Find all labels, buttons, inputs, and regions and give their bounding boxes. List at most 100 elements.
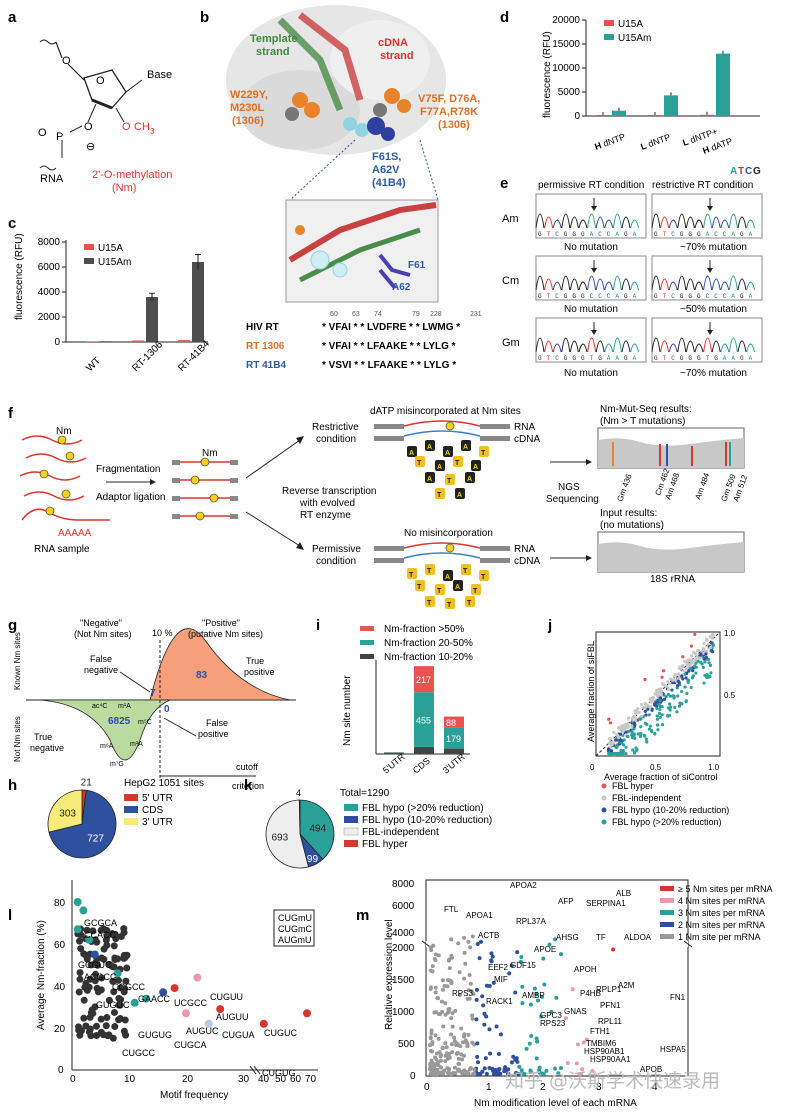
- l-point: [109, 977, 117, 985]
- j-point: [682, 669, 686, 673]
- panel-label-j: j: [547, 617, 552, 634]
- j-point: [673, 705, 677, 710]
- m-point: [468, 981, 473, 986]
- l-point: [103, 941, 111, 949]
- f-nuc: [425, 440, 435, 451]
- l-point: [91, 936, 99, 944]
- l-motif-label: CCGCC: [112, 982, 145, 992]
- m-point: [563, 1016, 568, 1021]
- legend-d-swatch-u15am: [604, 34, 614, 40]
- e-base: G: [654, 231, 658, 238]
- svg-text:0: 0: [424, 1082, 430, 1093]
- l-point: [120, 988, 128, 996]
- m-point: [436, 1012, 441, 1017]
- l-xticks: 0 10 20 30 40 50 60 70: [70, 1074, 317, 1085]
- j-point: [667, 681, 672, 686]
- pos-60: 60: [330, 311, 338, 318]
- m-gene-HSP90AB1: HSP90AB1: [584, 1047, 625, 1056]
- m-point: [540, 994, 545, 999]
- m-gene-MIF: MIF: [494, 975, 508, 984]
- l-point: [112, 935, 120, 943]
- j-tick-x1: 0.5: [650, 763, 662, 772]
- e-base: T: [547, 231, 551, 238]
- atom-o3: O: [84, 121, 93, 133]
- panel-g-plot: [26, 628, 296, 780]
- m-point: [470, 1016, 475, 1021]
- j-point: [697, 656, 701, 660]
- e-base: T: [663, 355, 667, 362]
- seq-row-name-0: HIV RT: [246, 322, 279, 333]
- m-gene-APOE: APOE: [534, 945, 556, 954]
- c-xlabel: RT-41B4: [176, 338, 212, 374]
- j-point: [693, 632, 697, 637]
- m-point: [482, 1066, 487, 1071]
- methyl-sub: 3: [150, 127, 155, 136]
- l-motif-label: GAACC: [138, 994, 171, 1004]
- g-neg-2: (Not Nm sites): [74, 629, 132, 639]
- j-point: [680, 689, 684, 694]
- m-point: [459, 1069, 464, 1074]
- e-peak: [578, 343, 588, 353]
- m-point: [487, 1027, 492, 1032]
- l-point: [92, 970, 100, 978]
- m-point: [483, 1056, 488, 1061]
- l-yticks: 0 20 40 60 80: [54, 898, 66, 1076]
- l-point: [122, 1031, 130, 1039]
- m-point: [491, 1069, 496, 1074]
- g-mods: ac⁴C m¹A m⁶A m⁵C m⁷G m¹A: [92, 703, 152, 768]
- panel-label-c: c: [8, 215, 16, 232]
- i-value: 179: [446, 734, 461, 744]
- f-nuc-letter: T: [463, 568, 468, 575]
- l-legend-box: CUGmU CUGmC AUGmU: [273, 909, 315, 947]
- l-point: [91, 977, 99, 985]
- m-point: [558, 1065, 563, 1070]
- j-point: [685, 691, 689, 696]
- m-point: [462, 976, 467, 981]
- c-bar-U15A: [178, 340, 190, 342]
- m-point: [449, 953, 454, 958]
- svg-text:40: 40: [54, 982, 66, 993]
- m-point: [453, 1008, 458, 1013]
- m-point: [534, 1036, 539, 1041]
- m-point: [541, 1071, 546, 1076]
- panel-label-i: i: [316, 617, 320, 634]
- m-point: [509, 1060, 514, 1065]
- e-peak: [561, 337, 571, 353]
- j-point: [624, 751, 628, 756]
- f-nuc: [407, 568, 417, 579]
- e-peak: [728, 275, 738, 291]
- l-point: [120, 929, 128, 937]
- e-base: G: [688, 293, 692, 300]
- m-point: [475, 1054, 480, 1059]
- m-point: [452, 1035, 457, 1040]
- e-peak: [552, 343, 562, 353]
- l-motif-label: CUGUA: [222, 1030, 255, 1040]
- m-point: [457, 993, 462, 998]
- e-base: G: [598, 355, 602, 362]
- l-point: [89, 927, 97, 935]
- m-point: [440, 978, 445, 983]
- m-point: [529, 1034, 534, 1039]
- m-gene-RACK1: RACK1: [486, 997, 513, 1006]
- f-datp-label: dATP misincorporated at Nm sites: [370, 406, 521, 417]
- m-point: [428, 968, 433, 973]
- e-base: G: [624, 231, 628, 238]
- svg-text:60: 60: [290, 1074, 302, 1085]
- f-nuc: [471, 460, 481, 471]
- j-point: [632, 721, 636, 725]
- l-point: [108, 962, 116, 970]
- f-18s: 18S rRNA: [650, 574, 695, 585]
- m-gene-EEF2: EEF2: [488, 963, 509, 972]
- cdna-strand-2: strand: [380, 50, 414, 62]
- m-gene-RPLP1: RPLP1: [596, 985, 622, 994]
- e-arrowhead: [707, 268, 713, 273]
- m-point: [449, 1042, 454, 1047]
- j-tick-y1: 1.0: [724, 629, 736, 638]
- e-base: C: [706, 293, 710, 300]
- m-point: [448, 1032, 453, 1037]
- j-point: [683, 659, 687, 664]
- m-point: [470, 1013, 475, 1018]
- f-nuc-letter: T: [447, 602, 452, 609]
- l-point: [82, 979, 90, 987]
- m-gene-FTH1: FTH1: [590, 1027, 611, 1036]
